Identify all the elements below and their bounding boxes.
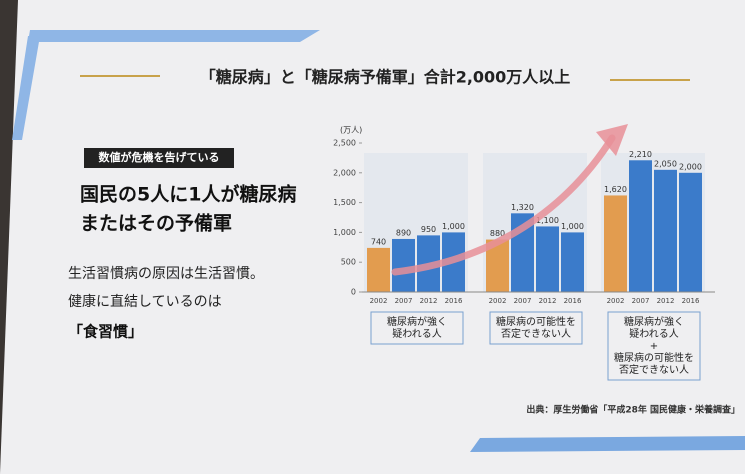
- headline: またはその予備軍: [80, 212, 232, 235]
- value-label: 890: [396, 228, 411, 237]
- x-tick-label: 2012: [420, 297, 438, 305]
- emphasis: 「食習慣」: [68, 323, 143, 341]
- bar: [604, 195, 627, 292]
- headline: 国民の5人に1人が糖尿病: [80, 183, 296, 206]
- group-label: 糖尿病の可能性を: [496, 315, 576, 328]
- value-label: 740: [371, 237, 386, 246]
- x-tick-label: 2007: [514, 297, 532, 305]
- group-label: 疑われる人: [392, 328, 442, 340]
- bar: [561, 232, 584, 292]
- y-tick-label: 2,000: [333, 168, 356, 177]
- x-tick-label: 2016: [682, 297, 700, 305]
- group-label-box: [370, 311, 464, 345]
- y-tick-label: 1,000: [333, 228, 356, 237]
- group-label: 否定できない人: [619, 363, 689, 376]
- y-unit: (万人): [340, 126, 362, 135]
- tag: 数値が危機を告げている: [99, 150, 220, 164]
- value-label: 1,620: [604, 185, 627, 194]
- y-tick-label: 500: [341, 258, 356, 267]
- bar: [367, 247, 390, 292]
- value-label: 950: [421, 225, 436, 234]
- x-tick-label: 2016: [445, 297, 463, 305]
- value-label: 1,320: [511, 203, 534, 212]
- value-label: 2,050: [654, 159, 677, 168]
- arrow-head: [596, 124, 628, 156]
- y-tick-label: 2,500: [333, 139, 356, 148]
- value-label: 1,100: [536, 216, 559, 225]
- x-tick-label: 2016: [564, 297, 582, 305]
- group-label-box: [607, 311, 701, 381]
- bar: [536, 226, 559, 292]
- value-label: 1,000: [561, 222, 584, 231]
- group-label: +: [650, 341, 658, 352]
- value-label: 2,000: [679, 162, 702, 171]
- value-label: 2,210: [629, 150, 652, 159]
- group-label-box: [489, 311, 583, 345]
- trend-arrow: [391, 134, 616, 276]
- tag-box: [84, 148, 234, 168]
- value-label: 880: [490, 229, 505, 238]
- x-tick-label: 2002: [489, 297, 507, 305]
- value-label: 1,000: [442, 222, 465, 231]
- x-tick-label: 2002: [607, 297, 625, 305]
- group-label: 糖尿病が強く: [387, 315, 447, 328]
- y-tick-label: 0: [351, 288, 356, 297]
- y-tick-label: 1,500: [333, 198, 356, 207]
- group-label: 疑われる人: [629, 328, 679, 340]
- title: 「糖尿病」と「糖尿病予備軍」合計2,000万人以上: [200, 68, 571, 87]
- stripe: [12, 36, 40, 140]
- stripe: [470, 436, 745, 452]
- stripe: [28, 30, 320, 42]
- source: 出典：厚生労働省「平成28年 国民健康・栄養調査」: [526, 404, 740, 416]
- body-text: 健康に直結しているのは: [68, 293, 222, 310]
- body-text: 生活習慣病の原因は生活習慣。: [68, 265, 264, 282]
- bar: [654, 169, 677, 292]
- x-tick-label: 2002: [370, 297, 388, 305]
- x-tick-label: 2007: [395, 297, 413, 305]
- bar: [486, 239, 509, 292]
- group-label: 否定できない人: [501, 327, 571, 340]
- bar: [629, 160, 652, 292]
- x-tick-label: 2012: [657, 297, 675, 305]
- group-label: 糖尿病の可能性を: [614, 351, 694, 364]
- x-tick-label: 2007: [632, 297, 650, 305]
- bar: [392, 238, 415, 292]
- bar: [679, 172, 702, 292]
- group-label: 糖尿病が強く: [624, 315, 684, 328]
- x-tick-label: 2012: [539, 297, 557, 305]
